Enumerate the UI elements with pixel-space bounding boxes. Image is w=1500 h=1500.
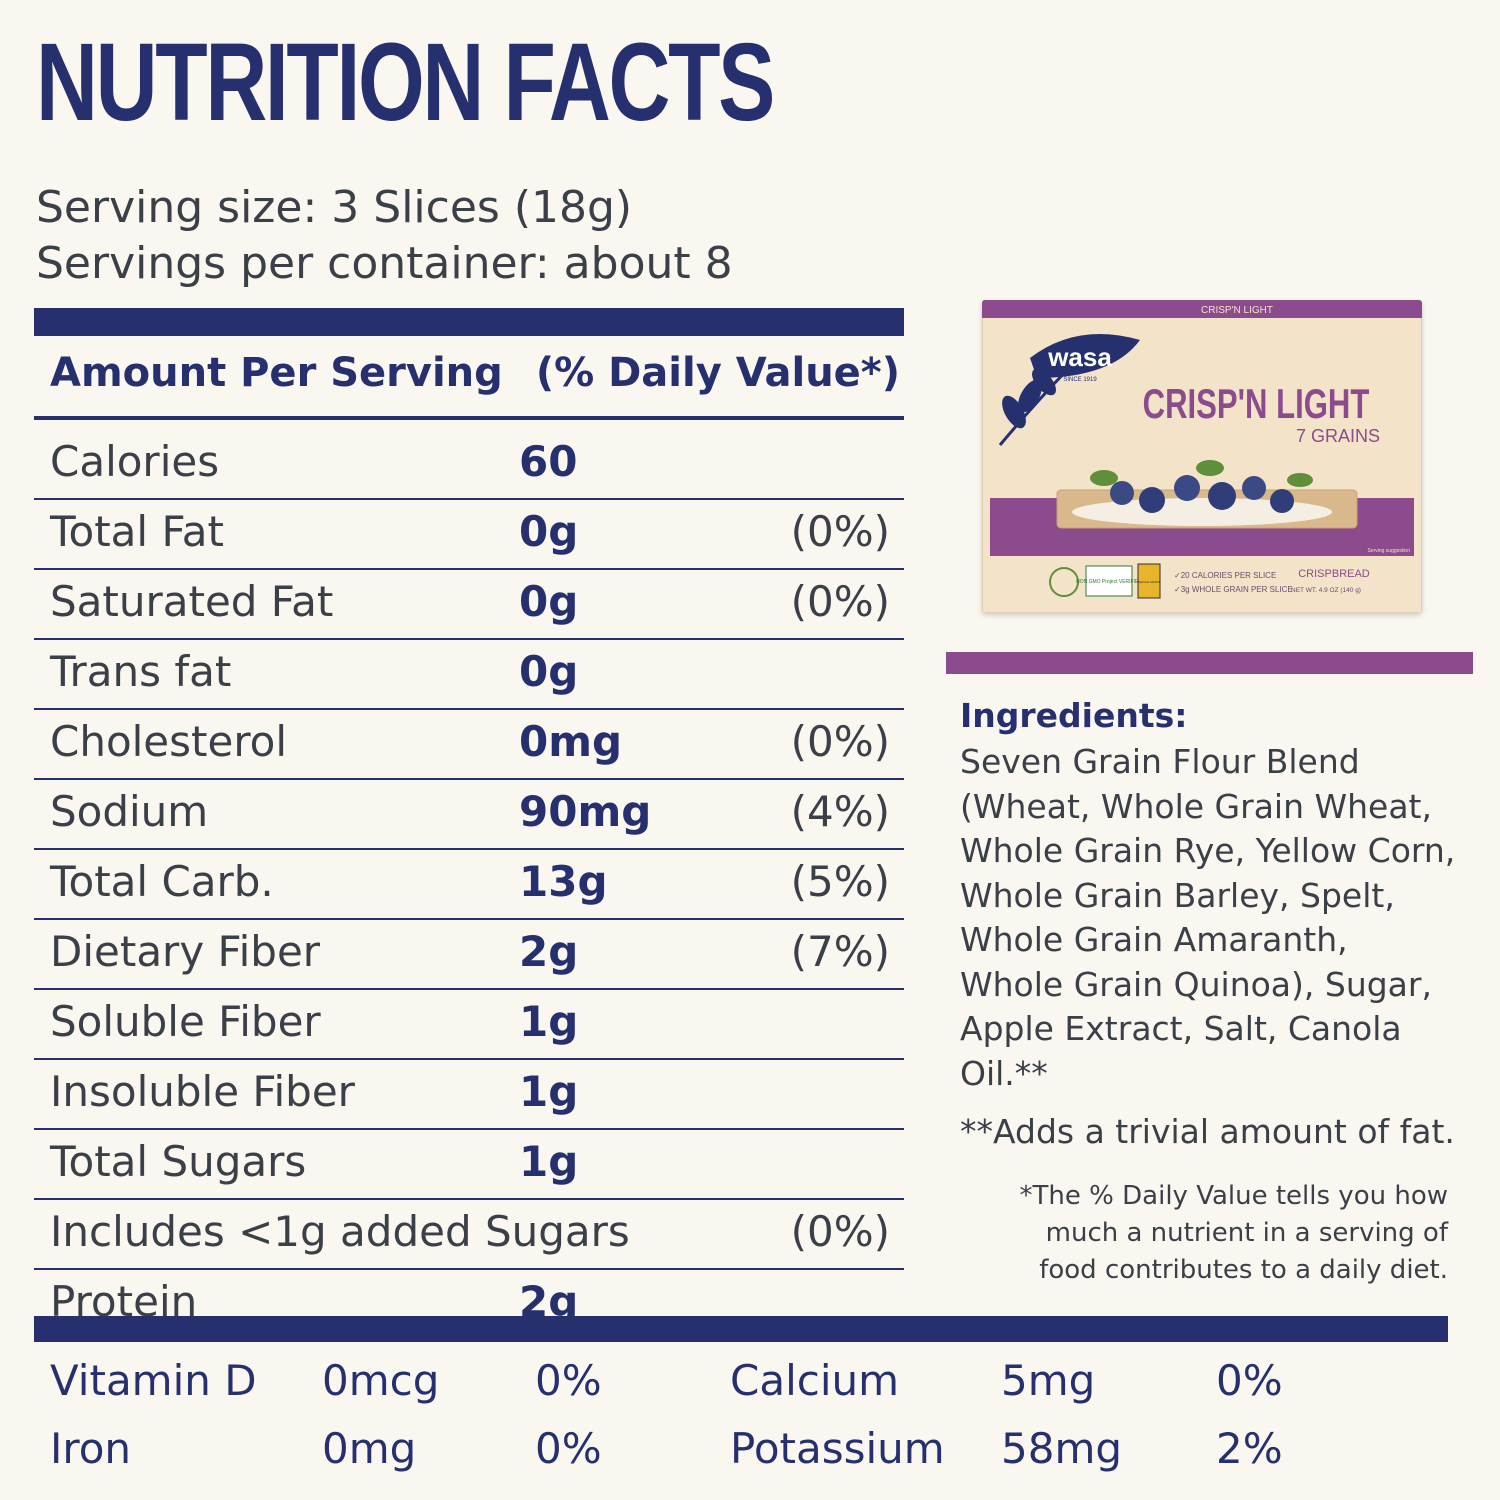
table-row: Soluble Fiber 1g	[34, 990, 904, 1060]
table-row: Insoluble Fiber 1g	[34, 1060, 904, 1130]
table-header: Amount Per Serving (% Daily Value*)	[34, 346, 904, 420]
table-row: Calories 60	[34, 430, 904, 500]
fat-footnote: **Adds a trivial amount of fat.	[960, 1112, 1455, 1151]
nutrient-name: Total Fat	[50, 507, 224, 556]
nutrient-amount: 2g	[519, 927, 579, 976]
nutrient-amount: 13g	[519, 857, 608, 906]
svg-text:WHOLE GRAIN: WHOLE GRAIN	[1138, 580, 1159, 584]
mineral-amount: 0mg	[322, 1424, 417, 1473]
nutrient-name: Total Sugars	[50, 1137, 307, 1186]
non-gmo-badge-icon: NON GMO Project VERIFIED	[1076, 565, 1142, 597]
nutrient-amount: 60	[519, 437, 578, 486]
table-row: Total Sugars 1g	[34, 1130, 904, 1200]
wasa-seal-icon	[1049, 567, 1079, 597]
nutrient-name: Cholesterol	[50, 717, 288, 766]
nutrient-daily-value: (5%)	[790, 857, 890, 906]
nutrient-name: Saturated Fat	[50, 577, 334, 626]
nutrient-name: Sodium	[50, 787, 209, 836]
table-row: Dietary Fiber 2g (7%)	[34, 920, 904, 990]
package-product-type: CRISPBREAD	[1298, 568, 1370, 580]
serving-suggestion: Serving suggestion	[1367, 548, 1410, 554]
mineral-name: Vitamin D	[50, 1356, 257, 1405]
daily-value-footnote: *The % Daily Value tells you how much a …	[1019, 1181, 1448, 1285]
nutrient-daily-value: (0%)	[790, 1207, 890, 1256]
table-row: Sodium 90mg (4%)	[34, 780, 904, 850]
nutrient-amount: 0g	[519, 577, 579, 626]
amount-per-serving-label: Amount Per Serving	[50, 350, 503, 396]
nutrient-name: Soluble Fiber	[50, 997, 321, 1046]
ingredients-heading: Ingredients:	[960, 696, 1188, 735]
ingredients-divider	[946, 652, 1473, 674]
nutrient-amount: 0mg	[519, 717, 623, 766]
table-row: Cholesterol 0mg (0%)	[34, 710, 904, 780]
package-claim-whole-grain: ✓3g WHOLE GRAIN PER SLICE	[1174, 585, 1293, 594]
nutrient-amount: 1g	[519, 1067, 579, 1116]
mineral-amount: 58mg	[1001, 1424, 1123, 1473]
nutrient-amount: 1g	[519, 997, 579, 1046]
mineral-daily-value: 0%	[535, 1424, 602, 1473]
nutrient-name: Includes <1g added Sugars	[50, 1207, 630, 1256]
mineral-daily-value: 0%	[535, 1356, 602, 1405]
table-row: Includes <1g added Sugars (0%)	[34, 1200, 904, 1270]
brand-since: SINCE 1919	[1063, 377, 1097, 383]
brand-name: wasa	[1047, 342, 1112, 372]
nutrient-name: Total Carb.	[50, 857, 274, 906]
nutrient-amount: 0g	[519, 647, 579, 696]
table-top-bar	[34, 308, 904, 336]
nutrient-name: Insoluble Fiber	[50, 1067, 355, 1116]
table-bottom-bar	[34, 1316, 1448, 1342]
wasa-logo: wasa SINCE 1919	[1030, 334, 1140, 383]
ingredients-list: Seven Grain Flour Blend (Wheat, Whole Gr…	[960, 742, 1456, 1093]
mineral-amount: 5mg	[1001, 1356, 1096, 1405]
nutrient-amount: 90mg	[519, 787, 652, 836]
nutrient-daily-value: (0%)	[790, 507, 890, 556]
svg-text:NON GMO Project VERIFIED: NON GMO Project VERIFIED	[1076, 579, 1142, 585]
table-row: Total Carb. 13g (5%)	[34, 850, 904, 920]
page-title: NUTRITION FACTS	[36, 21, 775, 144]
nutrient-name: Dietary Fiber	[50, 927, 321, 976]
table-row: Total Fat 0g (0%)	[34, 500, 904, 570]
package-top-strip-text: CRISP'N LIGHT	[1201, 305, 1273, 316]
daily-value-label: (% Daily Value*)	[535, 350, 900, 396]
serving-size: Serving size: 3 Slices (18g)	[36, 182, 633, 233]
product-name: CRISP'N LIGHT	[1143, 380, 1370, 427]
product-variety: 7 GRAINS	[1296, 426, 1380, 446]
package-net-weight: NET WT. 4.9 OZ (140 g)	[1291, 587, 1361, 594]
mineral-daily-value: 2%	[1216, 1424, 1283, 1473]
whole-grain-stamp-icon: WHOLE GRAIN	[1137, 563, 1161, 599]
nutrient-amount: 1g	[519, 1137, 579, 1186]
crispbread-illustration	[1056, 460, 1358, 529]
mineral-name: Potassium	[730, 1424, 945, 1473]
package-claim-calories: ✓20 CALORIES PER SLICE	[1174, 571, 1276, 580]
nutrient-daily-value: (0%)	[790, 717, 890, 766]
nutrient-table: Calories 60 Total Fat 0g (0%) Saturated …	[34, 430, 904, 1338]
nutrient-name: Trans fat	[50, 647, 232, 696]
table-row: Saturated Fat 0g (0%)	[34, 570, 904, 640]
nutrient-daily-value: (4%)	[790, 787, 890, 836]
mineral-amount: 0mcg	[322, 1356, 440, 1405]
servings-per-container: Servings per container: about 8	[36, 238, 733, 289]
mineral-name: Iron	[50, 1424, 132, 1473]
table-row: Trans fat 0g	[34, 640, 904, 710]
nutrient-daily-value: (0%)	[790, 577, 890, 626]
mineral-daily-value: 0%	[1216, 1356, 1283, 1405]
mineral-name: Calcium	[730, 1356, 900, 1405]
nutrient-name: Calories	[50, 437, 220, 486]
nutrient-amount: 0g	[519, 507, 579, 556]
nutrient-daily-value: (7%)	[790, 927, 890, 976]
product-package-image: CRISP'N LIGHT wasa SINCE 1919 CRISP'N LI…	[982, 300, 1422, 613]
